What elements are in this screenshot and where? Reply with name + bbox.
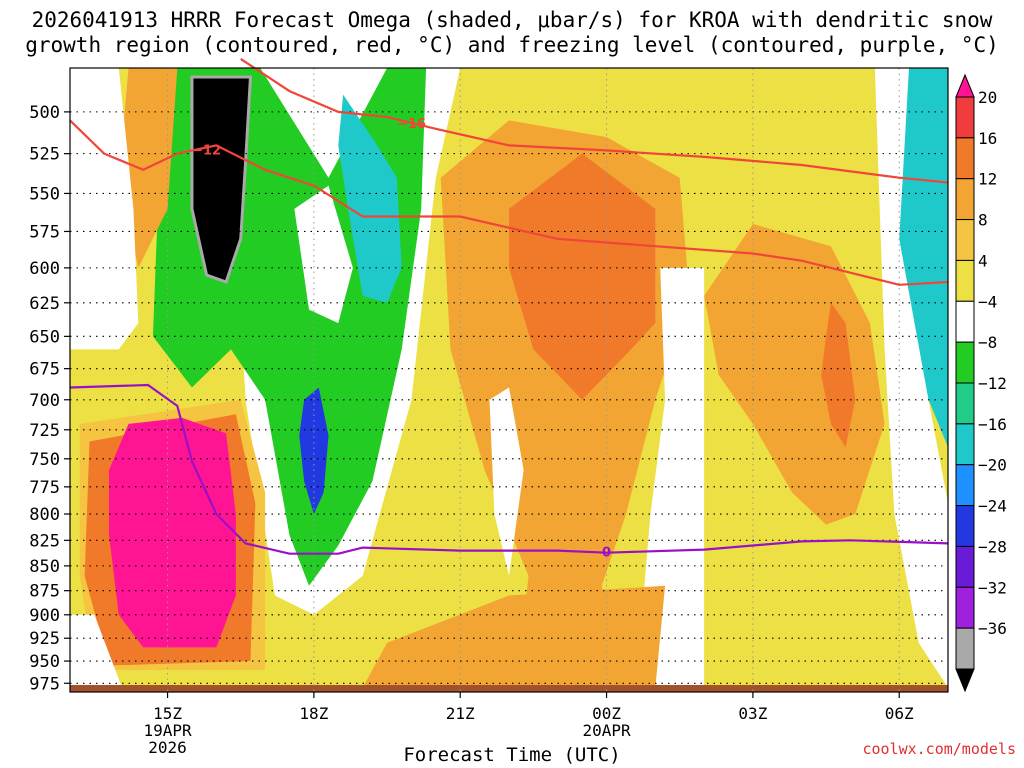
colorbar-arrow-top (955, 73, 975, 98)
x-tick-label: 06Z (885, 704, 914, 723)
colorbar-label: −20 (978, 456, 1007, 475)
y-tick-label: 750 (29, 450, 60, 470)
shade-region (190, 75, 253, 284)
colorbar-label: 20 (978, 88, 997, 107)
y-tick-label: 725 (29, 421, 60, 441)
colorbar-label: 8 (978, 211, 988, 230)
shade-region (299, 387, 329, 515)
y-tick-label: 700 (29, 391, 60, 411)
y-tick-label: 975 (29, 674, 60, 694)
contour-layer: −12 −16 0 (69, 57, 949, 561)
shade-band (362, 585, 666, 688)
colorbar: 20 16 12 8 4 −4 −8 −12 −16 −20 −24 −28 −32 −36 (955, 73, 1007, 693)
shade-band (635, 267, 705, 688)
y-tick-label: 825 (29, 531, 60, 551)
colorbar-swatch (955, 382, 975, 425)
colorbar-label: −24 (978, 497, 1007, 516)
y-tick-label: 925 (29, 629, 60, 649)
x-tick-date: 19APR (143, 721, 192, 740)
y-tick-label: 550 (29, 184, 60, 204)
credit-link[interactable]: coolwx.com/models (862, 740, 1016, 758)
y-tick-label: 675 (29, 360, 60, 380)
plot-frame (69, 67, 949, 693)
colorbar-swatch (955, 341, 975, 384)
freezing-level-contour (69, 383, 949, 555)
shade-band (489, 387, 524, 576)
x-tick-year: 2026 (148, 738, 187, 757)
shade-band (874, 68, 948, 688)
title-line-2: growth region (contoured, red, °C) and f… (25, 33, 999, 57)
colorbar-swatch (955, 178, 975, 221)
freezing-level-label: 0 (602, 546, 611, 561)
colorbar-swatch (955, 545, 975, 588)
shade-region (821, 302, 856, 448)
colorbar-arrow-bottom (955, 668, 975, 693)
colorbar-label: 12 (978, 170, 997, 189)
colorbar-swatch (955, 259, 975, 302)
shade-band (704, 223, 885, 525)
y-tick-label: 575 (29, 222, 60, 242)
colorbar-swatch (955, 586, 975, 629)
x-axis-title: Forecast Time (UTC) (403, 744, 621, 766)
colorbar-label: 4 (978, 251, 988, 270)
colorbar-swatch (955, 627, 975, 670)
colorbar-label: −28 (978, 537, 1007, 556)
axes-layer: 500 525 550 575 600 625 650 675 700 725 750 775 800 8… (29, 67, 949, 757)
x-tick-date: 20APR (582, 721, 631, 740)
y-tick-label: 900 (29, 606, 60, 626)
title-line-1: 2026041913 HRRR Forecast Omega (shaded, … (31, 8, 993, 32)
shade-region (338, 94, 402, 303)
y-tick-label: 950 (29, 652, 60, 672)
colorbar-swatch (955, 300, 975, 343)
x-tick-label: 21Z (446, 704, 475, 723)
colorbar-swatch (955, 464, 975, 507)
colorbar-swatch (955, 505, 975, 547)
colorbar-label: −8 (978, 333, 997, 352)
colorbar-swatch (955, 219, 975, 261)
x-tick-label: 03Z (738, 704, 767, 723)
shading-layer (70, 68, 948, 692)
y-tick-label: 500 (29, 103, 60, 123)
ground-strip (70, 685, 948, 692)
colorbar-label: −36 (978, 619, 1007, 638)
colorbar-label: −16 (978, 415, 1007, 434)
y-tick-label: 625 (29, 294, 60, 314)
dgz-contour (69, 119, 949, 286)
y-tick-label: 875 (29, 582, 60, 602)
y-tick-label: 800 (29, 505, 60, 525)
dgz-contour (240, 57, 949, 184)
x-tick-label: 15Z (153, 704, 182, 723)
colorbar-label: 16 (978, 129, 997, 148)
dgz-label-16: −16 (397, 117, 426, 132)
y-tick-label: 525 (29, 145, 60, 165)
y-tick-label: 600 (29, 259, 60, 279)
colorbar-swatch (955, 137, 975, 180)
y-tick-label: 650 (29, 327, 60, 347)
y-tick-label: 850 (29, 557, 60, 577)
chart-title: 2026041913 HRRR Forecast Omega (shaded, … (0, 8, 1024, 58)
y-tick-label: 775 (29, 478, 60, 498)
shade-band (70, 614, 124, 692)
colorbar-label: −32 (978, 578, 1007, 597)
colorbar-label: −4 (978, 292, 997, 311)
shade-region (109, 417, 236, 648)
colorbar-swatch (955, 423, 975, 466)
shade-band (294, 185, 353, 324)
x-tick-label: 00Z (592, 704, 621, 723)
x-tick-label: 18Z (299, 704, 328, 723)
dgz-label-12: −12 (192, 143, 221, 158)
shade-band (899, 68, 948, 448)
colorbar-swatch (955, 96, 975, 139)
colorbar-label: −12 (978, 374, 1007, 393)
shade-region (509, 153, 656, 400)
